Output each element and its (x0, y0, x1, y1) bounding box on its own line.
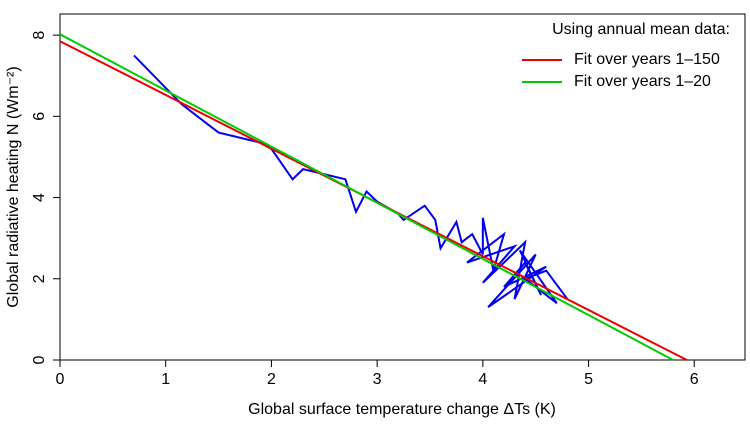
x-tick-label: 3 (373, 371, 382, 388)
x-tick-label: 4 (478, 371, 487, 388)
y-tick-label: 8 (31, 31, 48, 40)
x-tick-label: 6 (690, 371, 699, 388)
y-tick-label: 4 (31, 193, 48, 202)
legend-label: Fit over years 1–20 (574, 73, 711, 90)
x-tick-label: 1 (161, 371, 170, 388)
y-axis-label: Global radiative heating N (Wm⁻²) (5, 66, 22, 307)
y-tick-label: 6 (31, 112, 48, 121)
legend-label: Fit over years 1–150 (574, 51, 720, 68)
data-line (59, 33, 674, 361)
legend-title: Using annual mean data: (552, 21, 730, 38)
plot-frame (59, 13, 746, 361)
x-tick-label: 5 (584, 371, 593, 388)
x-tick-label: 2 (267, 371, 276, 388)
x-tick-label: 0 (56, 371, 65, 388)
x-axis-label: Global surface temperature change ΔTs (K… (248, 401, 556, 418)
y-tick-label: 2 (31, 274, 48, 283)
y-tick-label: 0 (31, 355, 48, 364)
